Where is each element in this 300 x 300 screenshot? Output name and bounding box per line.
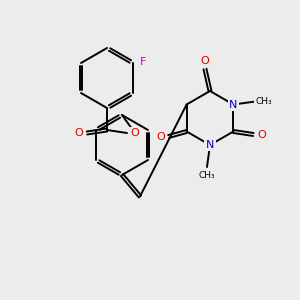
- Text: O: O: [130, 128, 140, 138]
- Text: N: N: [229, 100, 238, 110]
- Text: O: O: [201, 56, 209, 66]
- Text: O: O: [156, 131, 165, 142]
- Text: O: O: [75, 128, 83, 138]
- Text: O: O: [257, 130, 266, 140]
- Text: CH₃: CH₃: [199, 170, 215, 179]
- Text: CH₃: CH₃: [255, 97, 272, 106]
- Text: N: N: [206, 140, 214, 150]
- Text: F: F: [140, 57, 146, 67]
